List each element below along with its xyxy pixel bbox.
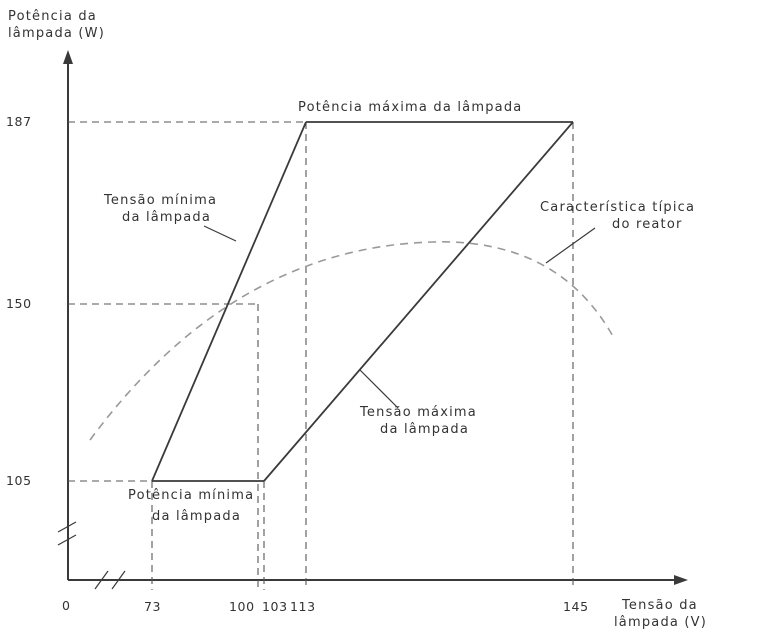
origin-label: 0 [62, 598, 71, 613]
x-tick-labels: 73 100 103 113 145 [144, 599, 589, 614]
max-voltage-annotation-line-2: da lâmpada [380, 422, 469, 437]
y-tick-label: 105 [6, 473, 32, 488]
y-axis-arrow-icon [63, 50, 73, 64]
x-tick-label: 103 [262, 599, 288, 614]
x-tick-label: 100 [229, 599, 255, 614]
min-voltage-line [151, 121, 307, 482]
axes [57, 50, 688, 590]
y-tick-label: 187 [6, 114, 32, 129]
max-voltage-annotation-line-1: Tensão máxima [359, 405, 477, 420]
y-axis-title-line-1: Potência da [8, 9, 97, 24]
min-power-annotation-line-1: Potência mínima [128, 488, 254, 503]
y-axis-title-line-2: lâmpada (W) [8, 26, 105, 41]
min-voltage-annotation-line-1: Tensão mínima [103, 193, 217, 208]
x-tick-label: 113 [290, 599, 316, 614]
guide-lines [68, 121, 574, 590]
x-axis-break-icon [94, 570, 126, 590]
x-axis-title-line-1: Tensão da [621, 598, 698, 613]
x-axis-title-line-2: lâmpada (V) [614, 615, 707, 630]
y-tick-label: 150 [6, 296, 32, 311]
min-power-annotation-line-2: da lâmpada [152, 509, 241, 524]
operating-envelope [151, 121, 574, 482]
y-axis-break-icon [57, 521, 77, 546]
reactor-annotation-line-1: Característica típica [540, 200, 695, 215]
y-tick-labels: 187 150 105 [6, 114, 32, 488]
reactor-leader [545, 227, 596, 264]
max-power-annotation: Potência máxima da lâmpada [298, 100, 522, 115]
x-axis-arrow-icon [674, 575, 688, 585]
max-voltage-line [263, 121, 574, 482]
max-voltage-leader [359, 369, 399, 409]
min-voltage-leader [203, 225, 237, 242]
x-tick-label: 73 [144, 599, 161, 614]
min-voltage-annotation-line-2: da lâmpada [122, 210, 211, 225]
reactor-annotation-line-2: do reator [612, 217, 683, 232]
reactor-characteristic-curve [89, 241, 616, 441]
x-tick-label: 145 [563, 599, 589, 614]
